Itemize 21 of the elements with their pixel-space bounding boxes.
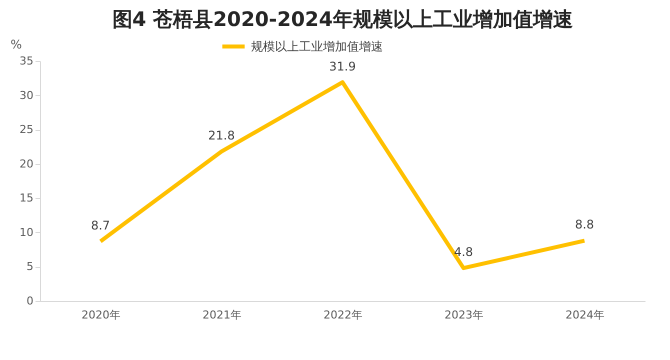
data-label: 8.8 <box>574 218 594 232</box>
x-tick-label: 2020年 <box>82 308 120 322</box>
x-tick-label: 2024年 <box>566 308 604 322</box>
x-tick-label: 2021年 <box>202 308 242 322</box>
x-tick-label: 2022年 <box>324 308 362 322</box>
data-label: 31.9 <box>329 59 356 74</box>
y-tick-label: 10 <box>20 226 34 239</box>
y-tick-label: 15 <box>20 192 34 205</box>
legend-label: 规模以上工业增加值增速 <box>251 40 383 54</box>
y-tick-label: 0 <box>26 294 34 308</box>
chart-title: 图4 苍梧县2020-2024年规模以上工业增加值增速 <box>112 7 573 31</box>
data-label: 8.7 <box>90 218 110 232</box>
data-label: 4.8 <box>454 245 474 260</box>
y-tick-label: 5 <box>26 260 34 274</box>
y-tick-label: 25 <box>20 123 34 136</box>
x-tick-label: 2023年 <box>444 308 484 322</box>
y-axis-title: % <box>10 38 22 52</box>
data-label: 21.8 <box>208 128 235 143</box>
y-tick-label: 35 <box>20 54 34 68</box>
y-tick-label: 30 <box>20 88 34 102</box>
y-tick-label: 20 <box>20 157 34 170</box>
